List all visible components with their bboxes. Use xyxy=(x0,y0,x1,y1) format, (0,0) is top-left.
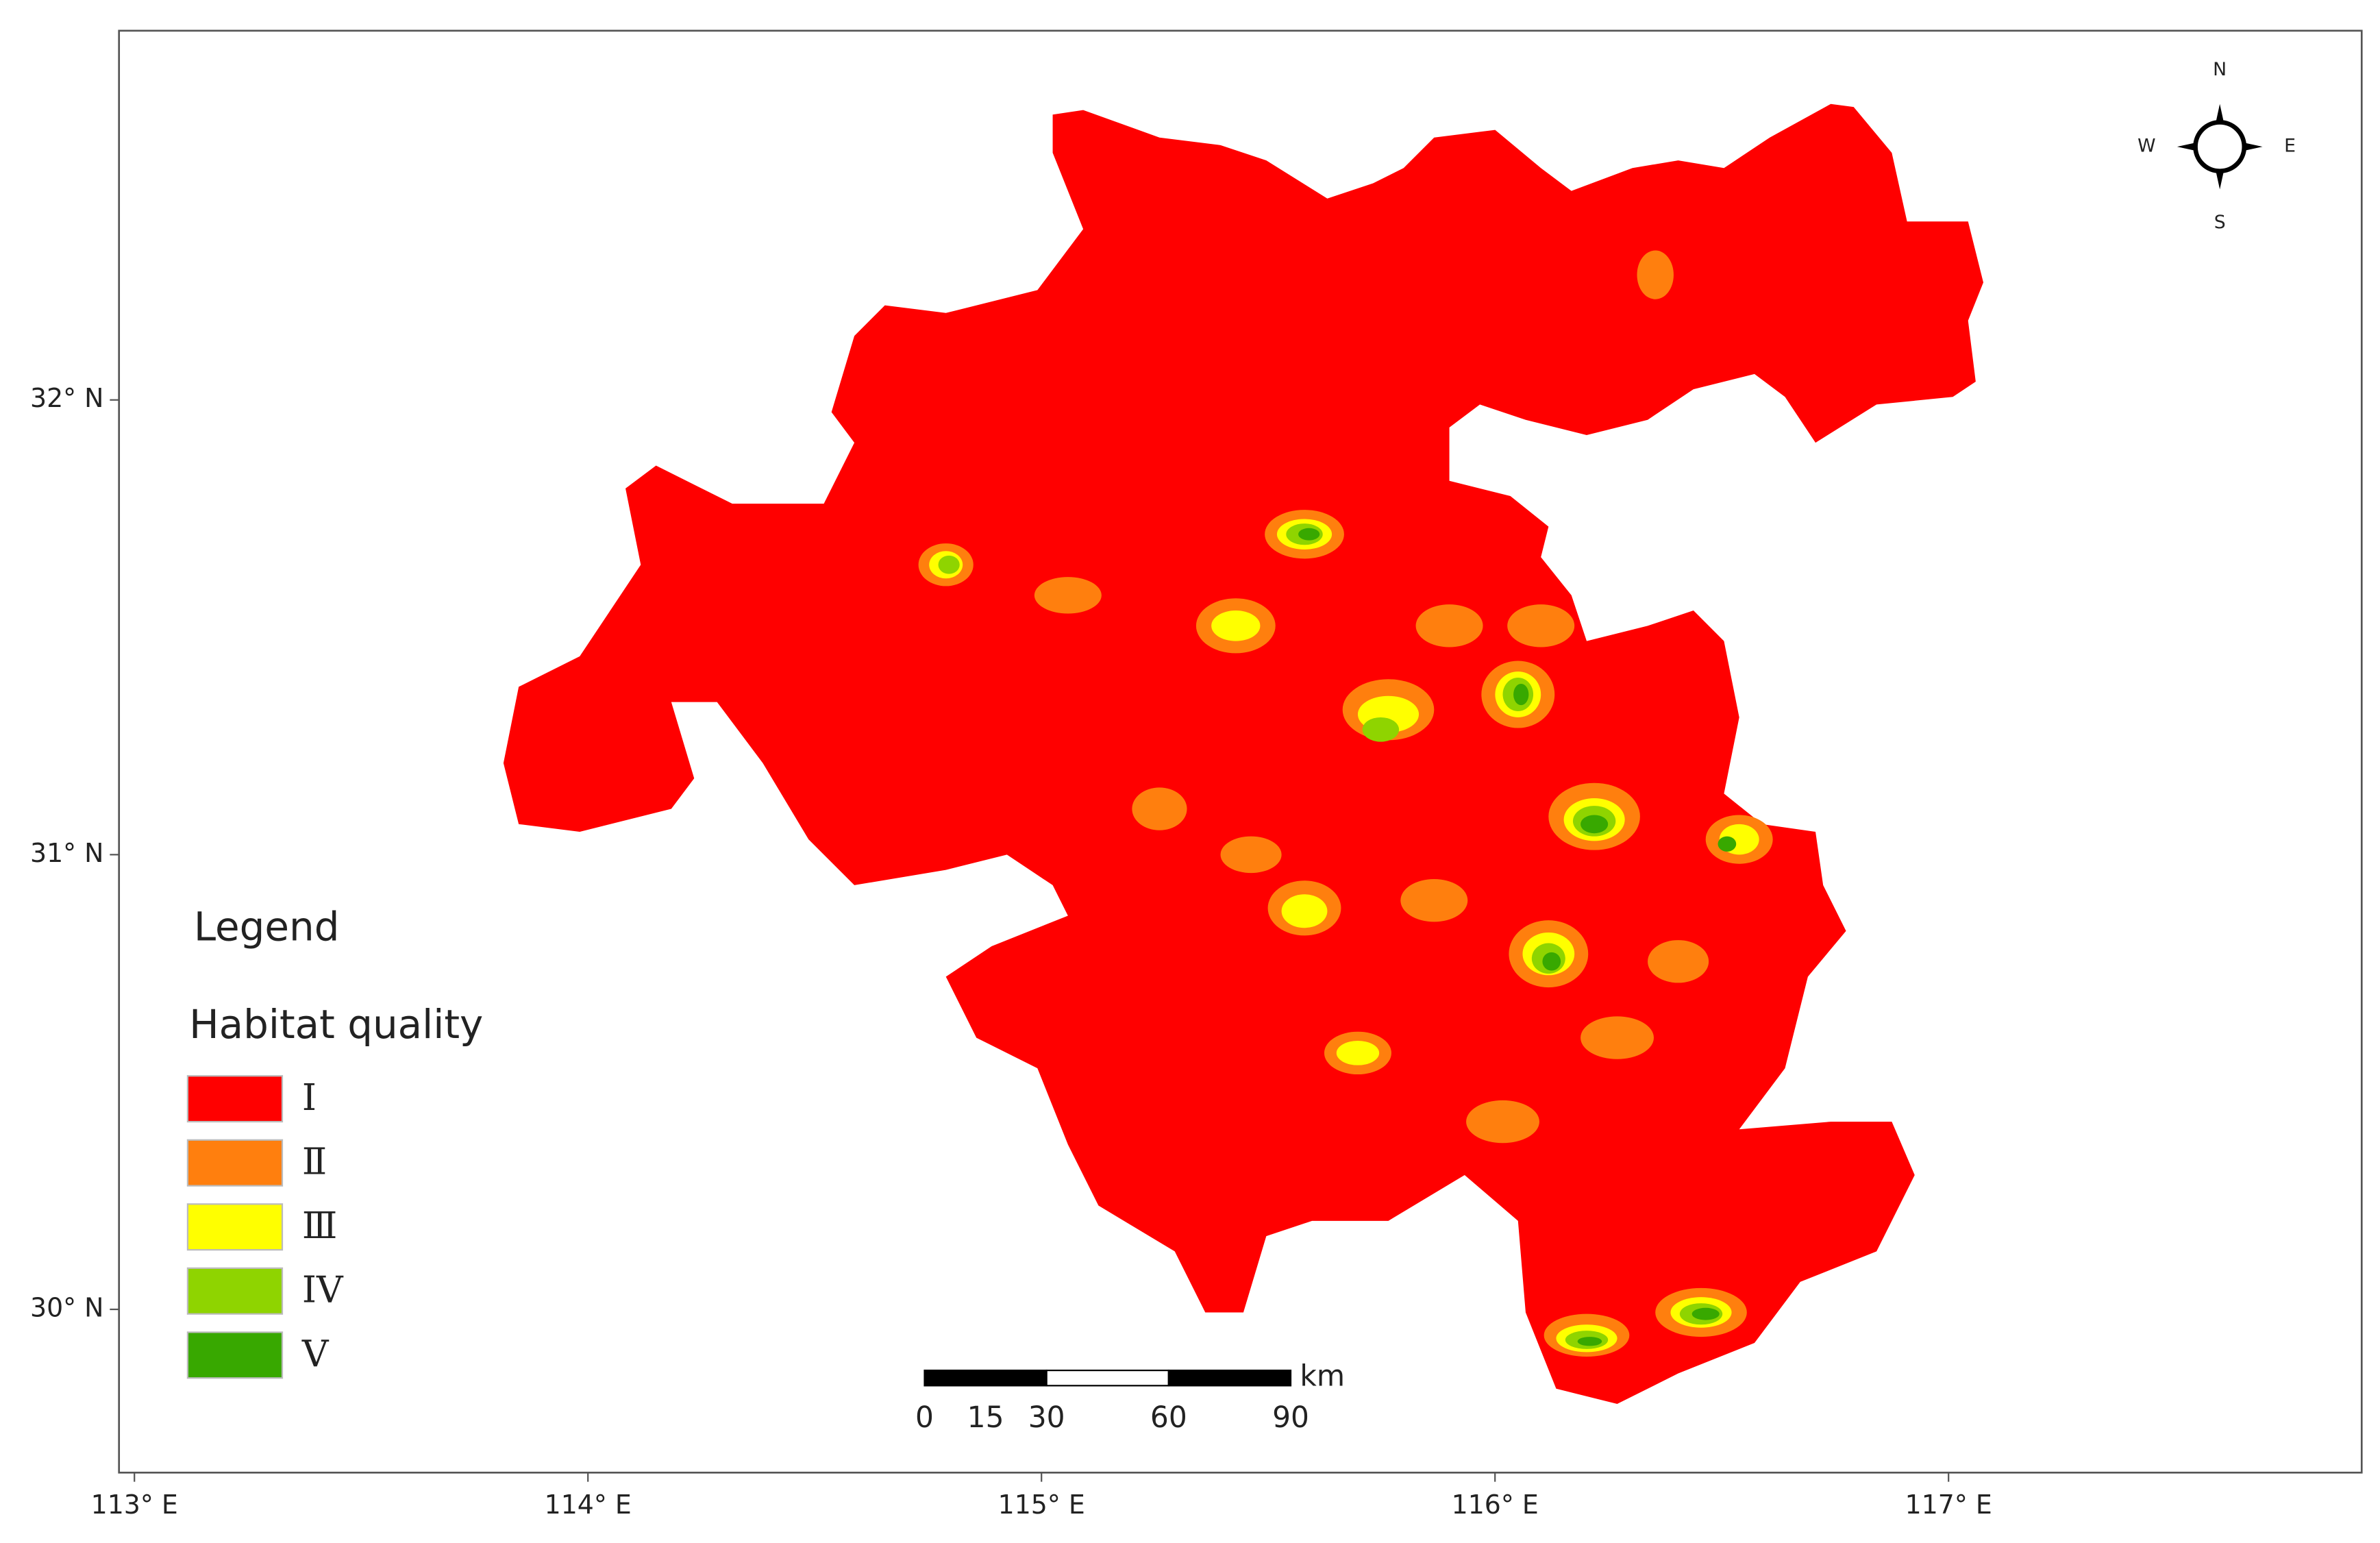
x-tick-label: 114° E xyxy=(545,1490,632,1520)
scale-segment xyxy=(1045,1369,1169,1387)
legend-swatch xyxy=(186,1203,284,1251)
legend-swatch xyxy=(186,1075,284,1123)
legend-label: IV xyxy=(302,1268,344,1311)
scale-label: 15 xyxy=(967,1400,1004,1434)
y-tick-label: 30° N xyxy=(30,1293,103,1323)
scale-unit: km xyxy=(1300,1359,1345,1393)
scale-bar: 0 15 30 60 90 km xyxy=(915,1359,1345,1434)
legend-label: Ⅰ xyxy=(302,1076,317,1119)
compass-w: W xyxy=(2137,136,2155,157)
x-tick-label: 117° E xyxy=(1905,1490,1992,1520)
x-tick-label: 115° E xyxy=(998,1490,1085,1520)
legend-title: Legend xyxy=(194,904,340,950)
legend-label: V xyxy=(301,1332,330,1375)
legend-subtitle: Habitat quality xyxy=(189,1001,483,1048)
legend-label: Ⅲ xyxy=(302,1204,338,1247)
x-tick-label: 116° E xyxy=(1452,1490,1539,1520)
region-outline xyxy=(503,103,1983,1405)
scale-label: 30 xyxy=(1028,1400,1065,1434)
scale-segment xyxy=(924,1369,1048,1387)
y-tick-label: 32° N xyxy=(30,383,103,413)
scale-segment xyxy=(1167,1369,1292,1387)
scale-label: 0 xyxy=(915,1400,934,1434)
legend: Legend Habitat quality Ⅰ Ⅱ Ⅲ IV V xyxy=(186,904,483,1379)
legend-swatch xyxy=(186,1331,284,1379)
compass-e: E xyxy=(2284,136,2296,157)
scale-label: 90 xyxy=(1272,1400,1309,1434)
y-tick-label: 31° N xyxy=(30,838,103,868)
legend-swatch xyxy=(186,1139,284,1187)
compass-s: S xyxy=(2214,212,2226,233)
compass-ring xyxy=(2193,120,2247,174)
compass-n: N xyxy=(2213,59,2227,80)
compass: N S E W xyxy=(2137,59,2296,233)
scale-label: 60 xyxy=(1150,1400,1187,1434)
legend-swatch xyxy=(186,1267,284,1315)
graticule-ticks: 113° E 114° E 115° E 116° E 117° E 32° N 31° N… xyxy=(30,383,1992,1520)
class-v-patches xyxy=(1298,528,1737,1346)
x-tick-label: 113° E xyxy=(91,1490,178,1520)
study-area xyxy=(503,103,1983,1405)
legend-label: Ⅱ xyxy=(302,1139,327,1183)
